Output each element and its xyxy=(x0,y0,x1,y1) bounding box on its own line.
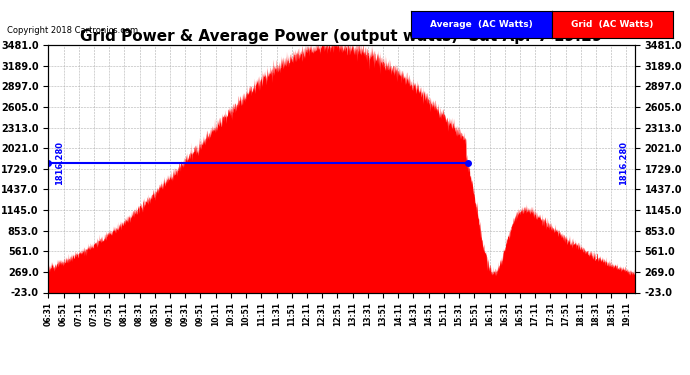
Text: Copyright 2018 Cartronics.com: Copyright 2018 Cartronics.com xyxy=(7,26,138,35)
Text: Grid  (AC Watts): Grid (AC Watts) xyxy=(571,20,653,29)
Text: Average  (AC Watts): Average (AC Watts) xyxy=(430,20,533,29)
Text: 1816.280: 1816.280 xyxy=(619,141,628,184)
Text: 1816.280: 1816.280 xyxy=(55,141,64,184)
Title: Grid Power & Average Power (output watts)  Sat Apr 7 19:29: Grid Power & Average Power (output watts… xyxy=(80,29,603,44)
